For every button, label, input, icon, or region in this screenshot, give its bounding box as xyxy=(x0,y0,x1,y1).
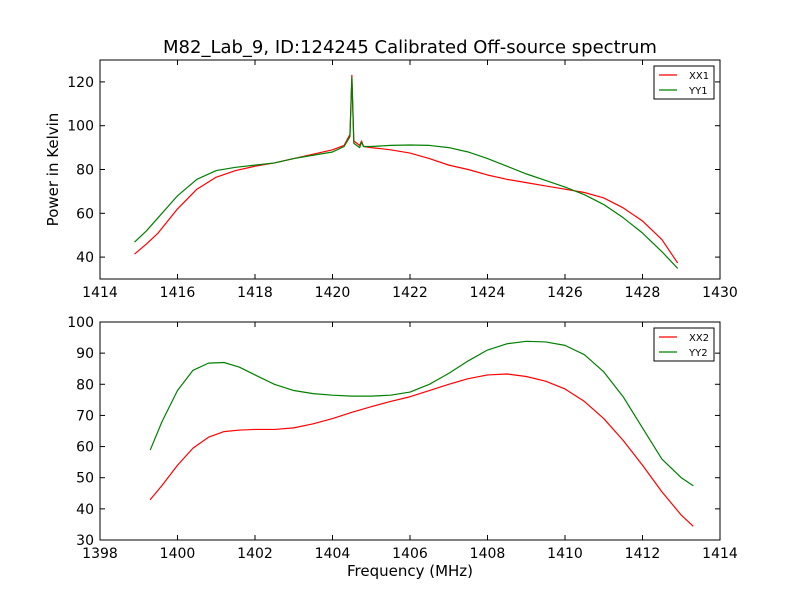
y-tick-label: 90 xyxy=(76,346,94,362)
x-tick-label: 1430 xyxy=(702,285,738,301)
y-tick-label: 80 xyxy=(76,163,94,179)
y-tick-label: 100 xyxy=(67,315,94,331)
x-tick-label: 1420 xyxy=(315,285,351,301)
x-tick-label: 1422 xyxy=(392,285,428,301)
x-tick-label: 1426 xyxy=(547,285,583,301)
y-tick-label: 40 xyxy=(76,502,94,518)
y-tick-label: 100 xyxy=(67,119,94,135)
x-tick-label: 1418 xyxy=(237,285,273,301)
y-tick-label: 50 xyxy=(76,471,94,487)
x-tick-label: 1412 xyxy=(625,546,661,562)
series-line-xx2 xyxy=(149,373,694,527)
x-tick-label: 1414 xyxy=(702,546,738,562)
y-tick-label: 60 xyxy=(76,440,94,456)
legend-label-yy1: YY1 xyxy=(688,86,708,97)
x-tick-label: 1398 xyxy=(82,546,118,562)
x-tick-label: 1410 xyxy=(547,546,583,562)
x-axis-title: Frequency (MHz) xyxy=(347,562,473,580)
y-tick-label: 60 xyxy=(76,206,94,222)
top-panel: 1414 1416 1418 1420 1422 1424 1426 1428 1430 40 60… xyxy=(44,59,738,301)
x-tick-label: 1404 xyxy=(315,546,351,562)
bottom-panel: 1398 1400 1402 1404 1406 1408 1410 1412 1414 30 40… xyxy=(67,315,738,580)
chart-title: M82_Lab_9, ID:124245 Calibrated Off-sour… xyxy=(163,37,657,58)
x-tick-label: 1424 xyxy=(470,285,506,301)
y-tick-label: 30 xyxy=(76,533,94,549)
x-tick-label: 1406 xyxy=(392,546,428,562)
x-tick-label: 1408 xyxy=(470,546,506,562)
x-tick-label: 1402 xyxy=(237,546,273,562)
legend-label-yy2: YY2 xyxy=(688,348,708,359)
series-line-yy2 xyxy=(149,340,694,487)
x-tick-label: 1400 xyxy=(160,546,196,562)
legend-label-xx2: XX2 xyxy=(689,333,709,344)
y-axis-title: Power in Kelvin xyxy=(44,113,62,227)
x-tick-label: 1428 xyxy=(625,285,661,301)
legend-box xyxy=(653,65,715,100)
y-tick-label: 120 xyxy=(67,75,94,91)
legend-label-xx1: XX1 xyxy=(689,71,709,82)
y-tick-label: 70 xyxy=(76,408,94,424)
x-tick-label: 1416 xyxy=(160,285,196,301)
axes-frame xyxy=(99,321,721,541)
series-line-yy1 xyxy=(134,76,678,269)
legend-box xyxy=(653,327,715,362)
y-tick-label: 40 xyxy=(76,250,94,266)
axes-frame xyxy=(99,59,721,280)
y-tick-label: 80 xyxy=(76,377,94,393)
x-tick-label: 1414 xyxy=(82,285,118,301)
